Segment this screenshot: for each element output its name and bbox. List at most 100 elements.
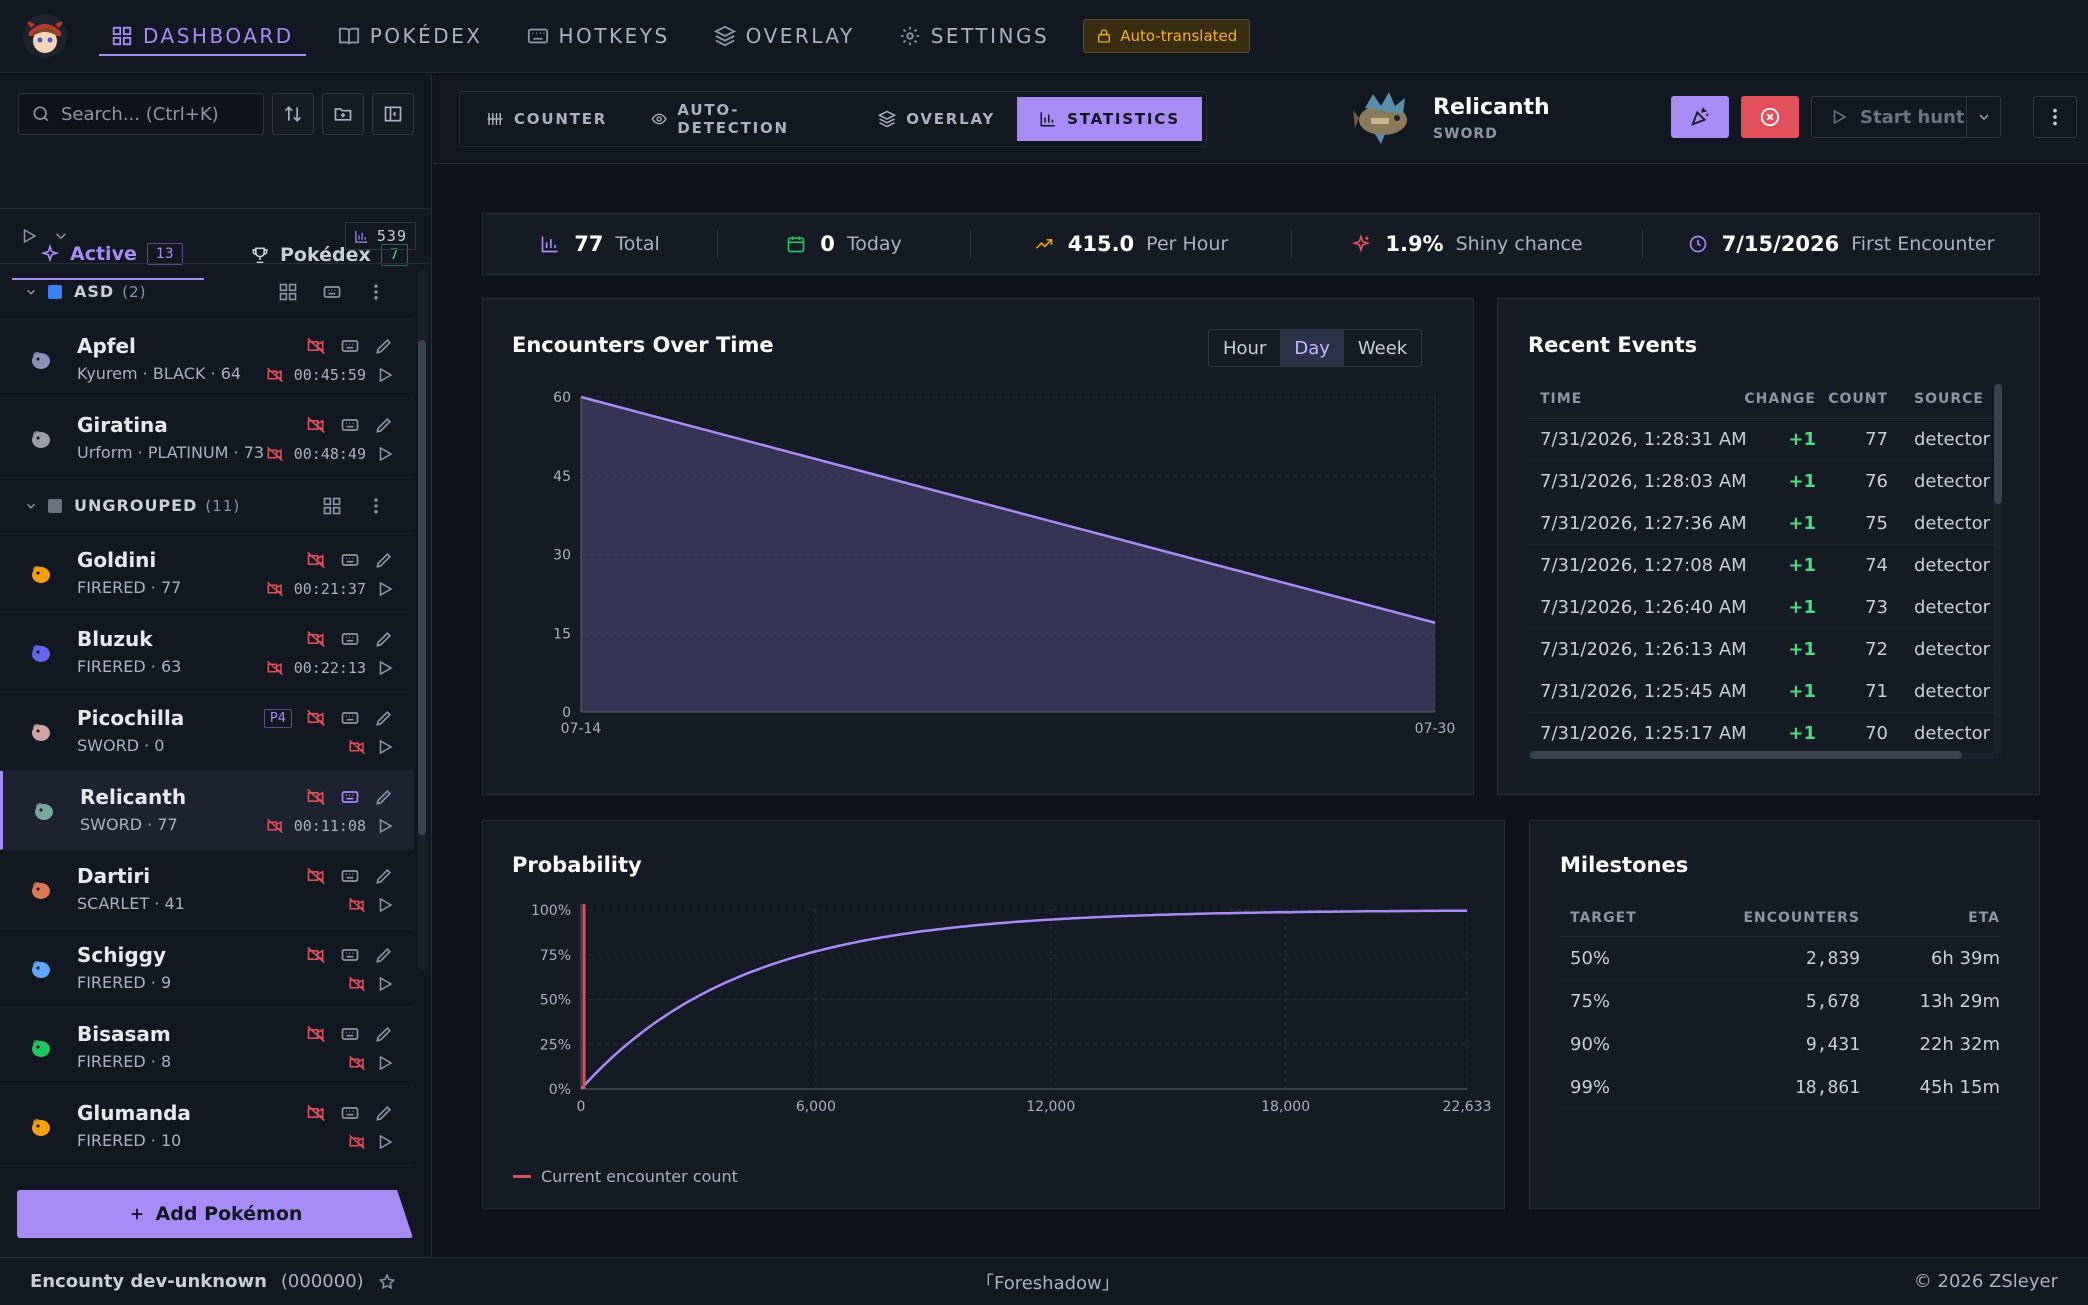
hunt-item[interactable]: Dartiri SCARLET · 41 xyxy=(0,850,414,929)
nav-hotkeys[interactable]: HOTKEYS xyxy=(509,0,688,73)
keyboard-icon[interactable] xyxy=(340,1024,360,1044)
keyboard-icon[interactable] xyxy=(340,1103,360,1123)
nav-settings[interactable]: SETTINGS xyxy=(881,0,1067,73)
stop-hunt-button[interactable] xyxy=(1741,96,1799,138)
pencil-icon[interactable] xyxy=(374,550,394,570)
new-folder-button[interactable] xyxy=(322,93,364,135)
group-count: (11) xyxy=(205,496,241,515)
nav-pokedex[interactable]: POKÉDEX xyxy=(320,0,501,73)
camera-off-icon[interactable] xyxy=(306,415,326,435)
keyboard-icon[interactable] xyxy=(340,629,360,649)
chevron-down-icon[interactable] xyxy=(24,499,38,513)
nav-overlay[interactable]: OVERLAY xyxy=(696,0,873,73)
camera-off-icon[interactable] xyxy=(306,787,326,807)
hunt-item[interactable]: Relicanth SWORD · 77 00:11:08 xyxy=(0,771,414,850)
keyboard-icon[interactable] xyxy=(340,550,360,570)
hunt-item[interactable]: Glumanda FIRERED · 10 xyxy=(0,1087,414,1166)
scrollbar-thumb[interactable] xyxy=(1530,751,1962,759)
camera-off-icon[interactable] xyxy=(306,866,326,886)
hunt-item[interactable]: Bisasam FIRERED · 8 xyxy=(0,1008,414,1087)
pencil-icon[interactable] xyxy=(374,1103,394,1123)
keyboard-icon[interactable] xyxy=(322,282,342,302)
more-vertical-icon[interactable] xyxy=(366,496,386,516)
hunt-item[interactable]: Apfel Kyurem · BLACK · 64 00:45:59 xyxy=(0,320,414,399)
group-header[interactable]: UNGROUPED (11) xyxy=(0,478,414,534)
tab-auto-detection[interactable]: AUTO-DETECTION xyxy=(629,97,856,141)
hunt-item[interactable]: Goldini FIRERED · 77 00:21:37 xyxy=(0,534,414,613)
chevron-down-icon[interactable] xyxy=(24,285,38,299)
keyboard-icon[interactable] xyxy=(340,945,360,965)
play-icon[interactable] xyxy=(376,1054,394,1072)
pencil-icon[interactable] xyxy=(374,1024,394,1044)
range-week[interactable]: Week xyxy=(1357,337,1408,359)
hunt-actions xyxy=(306,1024,394,1044)
keyboard-icon[interactable] xyxy=(340,708,360,728)
hunt-item[interactable]: Giratina Urform · PLATINUM · 73 00:48:49 xyxy=(0,399,414,478)
camera-off-icon[interactable] xyxy=(306,1103,326,1123)
tab-statistics[interactable]: STATISTICS xyxy=(1017,97,1202,141)
bar-chart-icon xyxy=(354,229,369,244)
camera-off-icon[interactable] xyxy=(306,336,326,356)
scrollbar-thumb[interactable] xyxy=(1994,384,2002,504)
event-time: 7/31/2026, 1:26:40 AM xyxy=(1540,597,1747,618)
play-icon[interactable] xyxy=(376,580,394,598)
play-icon[interactable] xyxy=(376,445,394,463)
chevron-down-icon[interactable] xyxy=(52,227,70,245)
keyboard-icon[interactable] xyxy=(340,866,360,886)
keyboard-icon[interactable] xyxy=(340,415,360,435)
keyboard-icon[interactable] xyxy=(340,336,360,356)
play-icon[interactable] xyxy=(376,738,394,756)
events-horizontal-scrollbar[interactable] xyxy=(1528,751,1998,759)
auto-translated-badge[interactable]: Auto-translated xyxy=(1083,19,1251,53)
hunt-item[interactable]: Schiggy FIRERED · 9 xyxy=(0,929,414,1008)
play-icon[interactable] xyxy=(376,1133,394,1151)
hunt-item[interactable]: Bluzuk FIRERED · 63 00:22:13 xyxy=(0,613,414,692)
play-icon[interactable] xyxy=(376,817,394,835)
pencil-icon[interactable] xyxy=(374,629,394,649)
camera-off-icon[interactable] xyxy=(306,945,326,965)
camera-off-icon[interactable] xyxy=(306,629,326,649)
hunt-timer: 00:45:59 xyxy=(293,366,366,384)
play-icon[interactable] xyxy=(20,227,38,245)
events-vertical-scrollbar[interactable] xyxy=(1994,384,2002,754)
sidebar-scrollbar[interactable] xyxy=(418,270,426,970)
range-day[interactable]: Day xyxy=(1280,330,1344,366)
more-vertical-icon[interactable] xyxy=(366,282,386,302)
sort-button[interactable] xyxy=(272,93,314,135)
star-icon[interactable] xyxy=(378,1273,396,1291)
tab-counter[interactable]: COUNTER xyxy=(464,97,629,141)
start-hunt-dropdown[interactable] xyxy=(1966,97,2000,137)
tab-overlay[interactable]: OVERLAY xyxy=(856,97,1017,141)
camera-off-icon[interactable] xyxy=(306,708,326,728)
scrollbar-thumb[interactable] xyxy=(418,340,426,835)
pencil-icon[interactable] xyxy=(374,787,394,807)
nav-dashboard[interactable]: DASHBOARD xyxy=(93,0,312,73)
camera-off-icon[interactable] xyxy=(306,550,326,570)
table-header: TIME CHANGE COUNT SOURCE xyxy=(1528,379,1998,419)
search-input[interactable]: Search... (Ctrl+K) xyxy=(18,93,264,135)
camera-off-icon[interactable] xyxy=(306,1024,326,1044)
hunt-item[interactable]: Picochilla SWORD · 0 P4 xyxy=(0,692,414,771)
start-hunt-button[interactable]: Start hunt xyxy=(1811,96,2001,138)
play-icon[interactable] xyxy=(376,896,394,914)
grid-icon[interactable] xyxy=(322,496,342,516)
pencil-icon[interactable] xyxy=(374,945,394,965)
play-icon[interactable] xyxy=(376,659,394,677)
tab-active[interactable]: Active 13 xyxy=(12,230,204,280)
grid-icon[interactable] xyxy=(278,282,298,302)
pencil-icon[interactable] xyxy=(374,866,394,886)
collapse-sidebar-button[interactable] xyxy=(372,93,414,135)
more-options-button[interactable] xyxy=(2033,96,2077,138)
pencil-icon[interactable] xyxy=(374,336,394,356)
play-icon[interactable] xyxy=(376,366,394,384)
app-logo[interactable] xyxy=(23,14,67,58)
play-icon[interactable] xyxy=(376,975,394,993)
hunt-actions xyxy=(306,866,394,886)
pencil-icon[interactable] xyxy=(374,415,394,435)
keyboard-icon[interactable] xyxy=(340,787,360,807)
add-pokemon-button[interactable]: Add Pokémon xyxy=(17,1190,413,1238)
shiny-found-button[interactable] xyxy=(1671,96,1729,138)
group-header[interactable]: ASD (2) xyxy=(0,264,414,320)
pencil-icon[interactable] xyxy=(374,708,394,728)
range-hour[interactable]: Hour xyxy=(1223,337,1267,359)
